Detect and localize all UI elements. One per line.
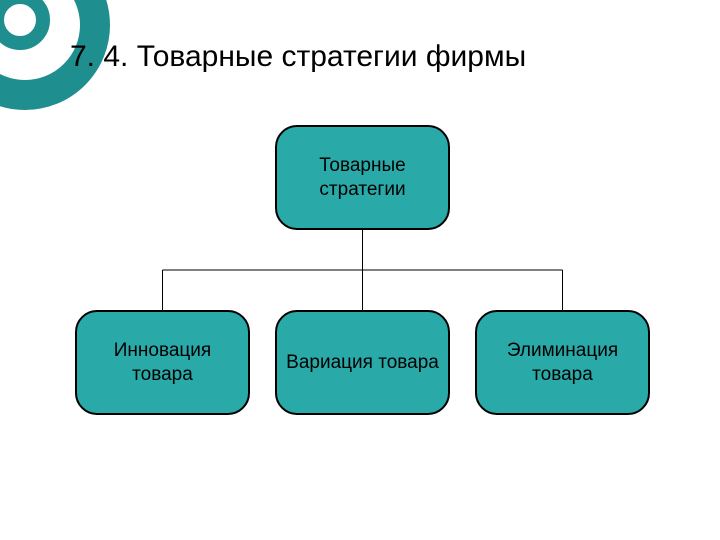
node-left-label: Инновация товара <box>114 339 211 387</box>
node-mid-label: Вариация товара <box>286 351 439 375</box>
slide-title: 7. 4. Товарные стратегии фирмы <box>70 40 690 74</box>
node-elimination: Элиминация товара <box>475 310 650 415</box>
node-right-label: Элиминация товара <box>507 339 618 387</box>
connector-lines <box>0 0 720 540</box>
node-variation: Вариация товара <box>275 310 450 415</box>
node-innovation: Инновация товара <box>75 310 250 415</box>
node-root-label: Товарные стратегии <box>319 154 405 202</box>
node-root: Товарные стратегии <box>275 125 450 230</box>
